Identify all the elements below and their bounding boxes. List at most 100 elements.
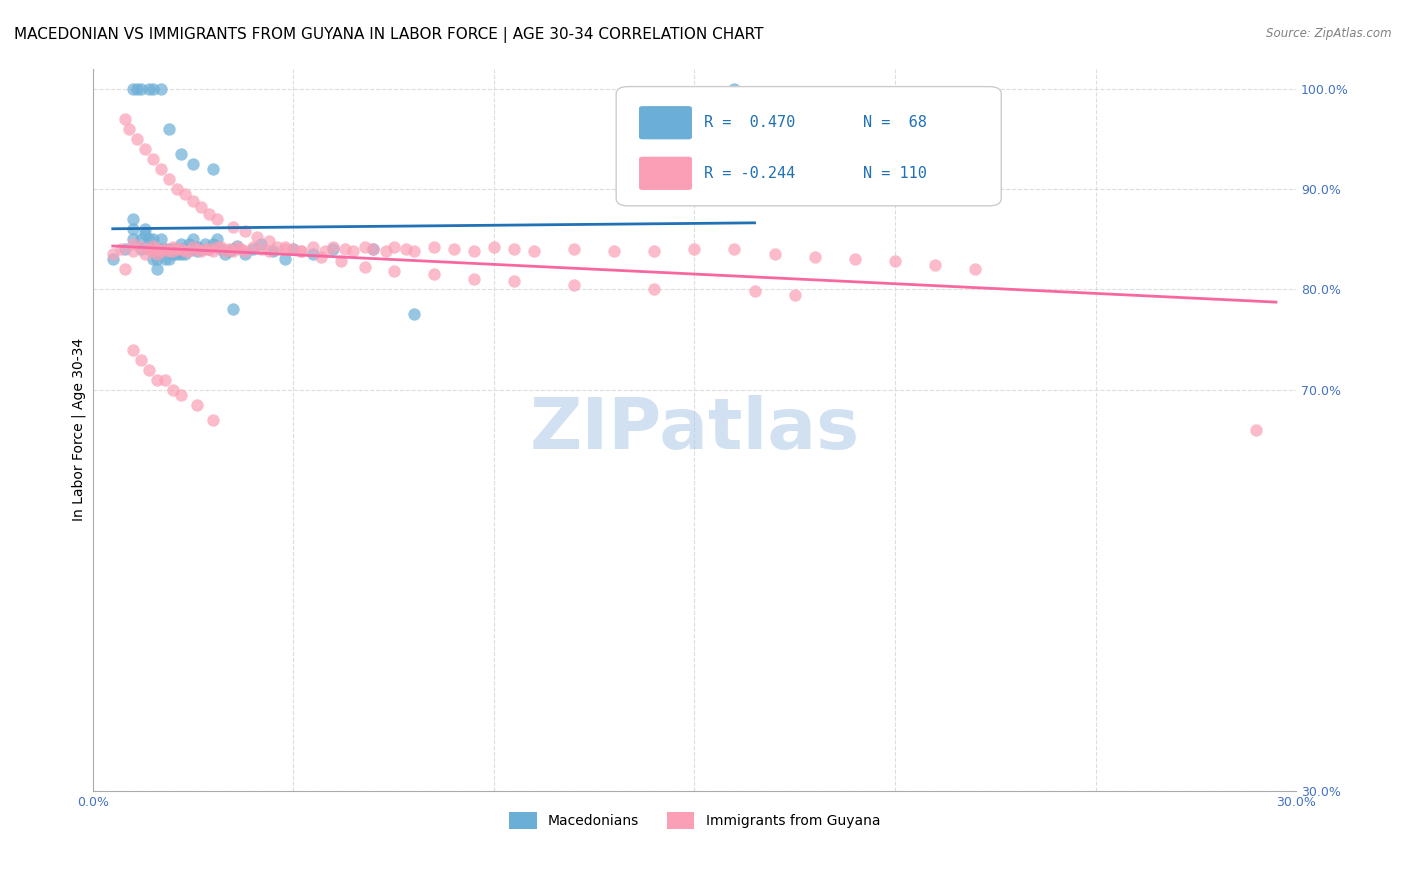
Point: [134, 222, 156, 236]
Point: [134, 247, 156, 261]
Text: N =  68: N = 68: [863, 115, 927, 130]
Point: [166, 242, 188, 256]
Point: [1244, 423, 1267, 437]
Point: [884, 254, 907, 268]
Point: [174, 247, 197, 261]
Point: [149, 244, 172, 259]
Point: [114, 262, 136, 277]
Point: [603, 244, 626, 259]
Point: [202, 413, 225, 427]
Point: [174, 244, 197, 259]
Point: [803, 250, 825, 264]
Point: [149, 81, 172, 95]
Point: [146, 252, 169, 267]
Point: [170, 247, 193, 261]
Point: [562, 242, 585, 256]
Point: [146, 373, 169, 387]
Point: [363, 242, 385, 256]
Point: [121, 232, 143, 246]
Legend: Macedonians, Immigrants from Guyana: Macedonians, Immigrants from Guyana: [503, 807, 886, 835]
Point: [162, 240, 184, 254]
Point: [322, 242, 344, 256]
Point: [402, 244, 425, 259]
Point: [181, 242, 204, 256]
Point: [744, 285, 766, 299]
Point: [114, 112, 136, 126]
Point: [422, 240, 444, 254]
Point: [194, 237, 217, 252]
Point: [125, 81, 148, 95]
Point: [311, 250, 333, 264]
Point: [283, 242, 305, 256]
Point: [157, 172, 180, 186]
Point: [190, 200, 212, 214]
Point: [965, 262, 987, 277]
Point: [186, 244, 208, 259]
Point: [402, 308, 425, 322]
Point: [229, 242, 252, 256]
Point: [166, 242, 188, 256]
Point: [142, 152, 165, 166]
Point: [222, 220, 245, 235]
Point: [170, 242, 193, 256]
Point: [205, 240, 228, 254]
Point: [149, 242, 172, 256]
Point: [170, 146, 193, 161]
Point: [283, 242, 305, 256]
Point: [153, 242, 176, 256]
Point: [121, 222, 143, 236]
Point: [138, 81, 160, 95]
Point: [242, 242, 264, 256]
Point: [382, 240, 405, 254]
Point: [643, 282, 665, 296]
Point: [129, 232, 152, 246]
Point: [218, 242, 240, 256]
Text: Source: ZipAtlas.com: Source: ZipAtlas.com: [1267, 27, 1392, 40]
Point: [121, 81, 143, 95]
Point: [157, 121, 180, 136]
Point: [177, 242, 200, 256]
Point: [146, 262, 169, 277]
Point: [233, 247, 256, 261]
Point: [157, 244, 180, 259]
Point: [354, 240, 377, 254]
Point: [142, 242, 165, 256]
Point: [166, 247, 188, 261]
Point: [205, 212, 228, 227]
Point: [181, 232, 204, 246]
Point: [266, 240, 288, 254]
Point: [374, 244, 396, 259]
Point: [174, 186, 197, 201]
Point: [394, 242, 416, 256]
Point: [214, 247, 236, 261]
Point: [322, 240, 344, 254]
Point: [382, 264, 405, 278]
Point: [194, 242, 217, 256]
Point: [101, 252, 124, 267]
Point: [118, 121, 141, 136]
Point: [157, 252, 180, 267]
Point: [134, 227, 156, 241]
Point: [170, 237, 193, 252]
Point: [246, 230, 269, 244]
Point: [153, 373, 176, 387]
Point: [924, 258, 946, 272]
Point: [146, 247, 169, 261]
Point: [114, 242, 136, 256]
Point: [157, 242, 180, 256]
Point: [226, 239, 249, 253]
Point: [723, 81, 745, 95]
Point: [142, 244, 165, 259]
Text: R =  0.470: R = 0.470: [704, 115, 796, 130]
Text: R = -0.244: R = -0.244: [704, 166, 796, 181]
Point: [523, 244, 546, 259]
Point: [162, 242, 184, 256]
Point: [202, 237, 225, 252]
Point: [198, 207, 221, 221]
Point: [209, 242, 232, 256]
Point: [233, 224, 256, 238]
Point: [190, 242, 212, 256]
Point: [186, 242, 208, 256]
Point: [129, 81, 152, 95]
Point: [110, 242, 132, 256]
